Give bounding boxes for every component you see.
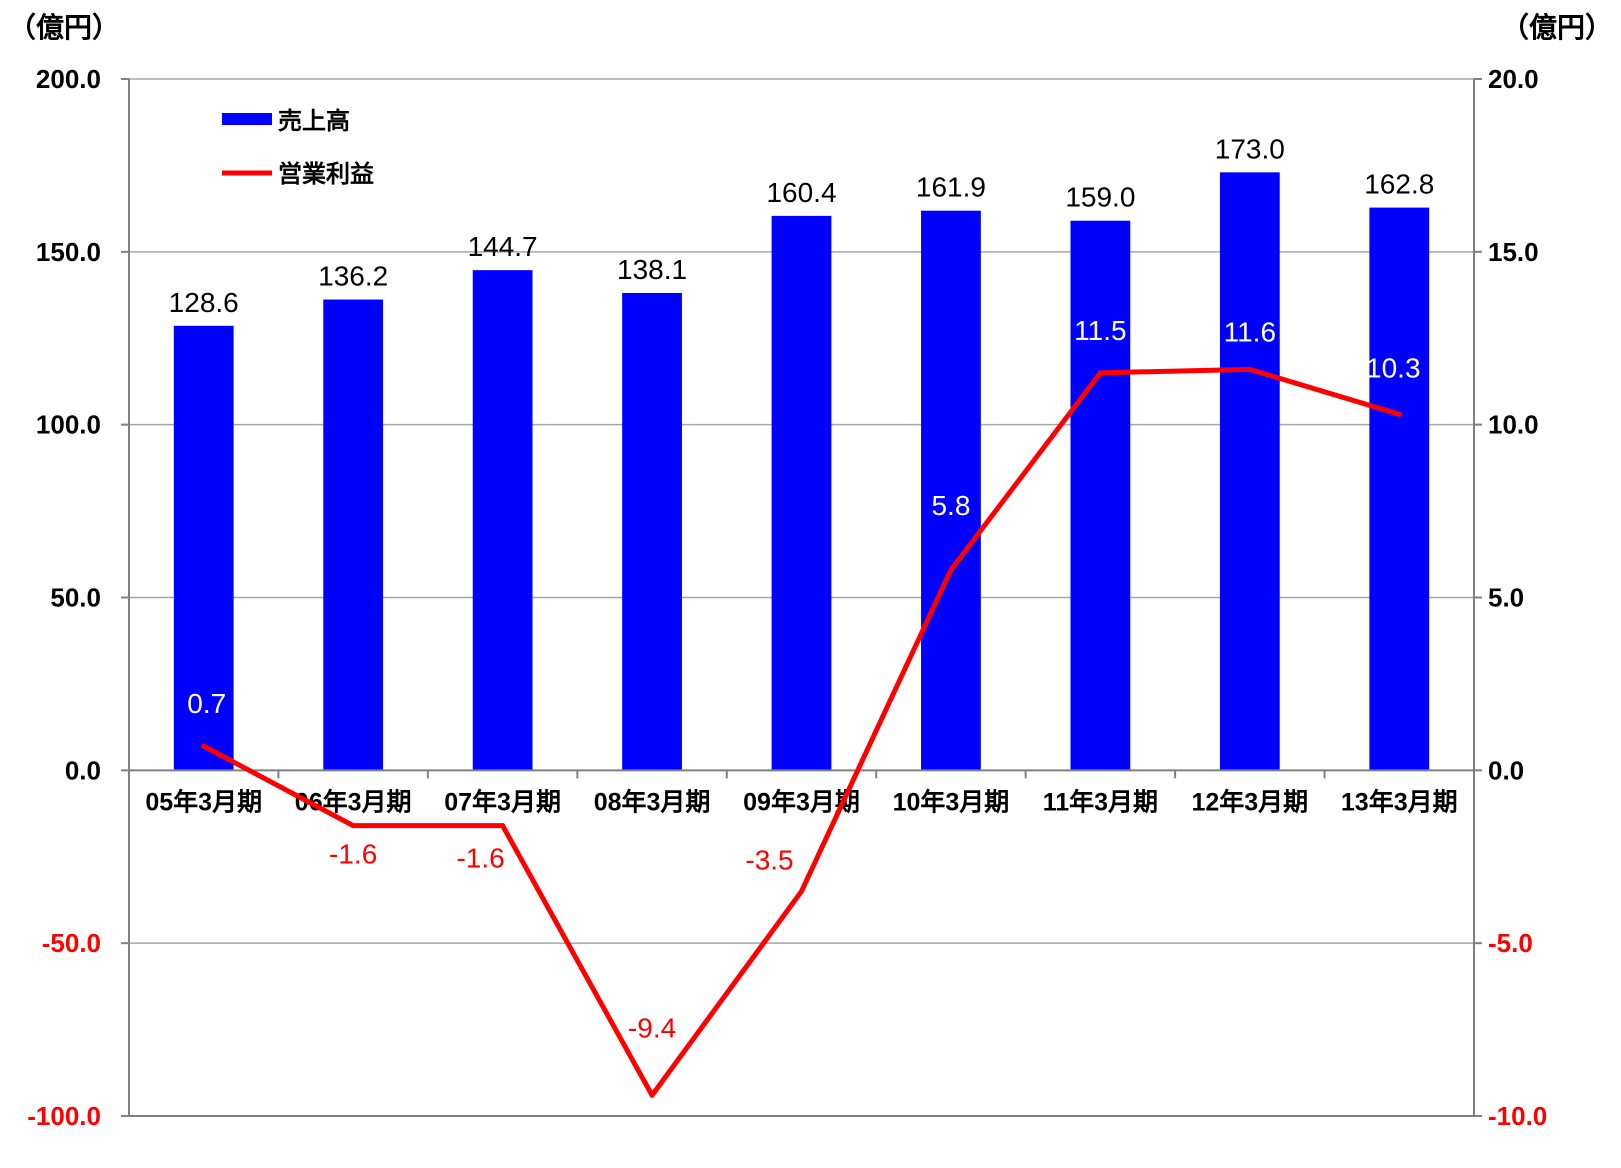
bar-value-label: 159.0	[1065, 182, 1135, 213]
right-tick-label: 0.0	[1488, 755, 1524, 785]
category-label: 05年3月期	[145, 787, 262, 816]
left-axis-unit: （億円）	[8, 11, 121, 44]
line-value-label: 11.6	[1224, 316, 1276, 347]
bar-value-label: 160.4	[766, 177, 836, 208]
line-value-label: 0.7	[187, 688, 226, 719]
bar	[472, 270, 533, 771]
category-label: 10年3月期	[893, 787, 1010, 816]
category-label: 07年3月期	[444, 787, 561, 816]
left-tick-label: 100.0	[36, 410, 101, 440]
legend-label-operating-profit: 営業利益	[278, 160, 374, 188]
line-point	[649, 1092, 655, 1098]
bar	[323, 299, 384, 771]
line-value-label: -3.5	[745, 844, 793, 875]
right-tick-label: -5.0	[1488, 928, 1533, 958]
line-point	[500, 823, 506, 829]
category-label: 13年3月期	[1341, 787, 1458, 816]
right-tick-label: 20.0	[1488, 64, 1539, 94]
category-label: 12年3月期	[1191, 787, 1308, 816]
right-axis-unit: （億円）	[1500, 11, 1613, 44]
left-tick-label: -50.0	[42, 928, 101, 958]
bar	[173, 325, 234, 771]
line-point	[799, 888, 804, 894]
line-point	[350, 823, 356, 829]
line-value-label: -1.6	[456, 843, 504, 874]
line-value-label: 10.3	[1366, 352, 1421, 383]
line-point	[1396, 411, 1402, 417]
bar-value-label: 173.0	[1215, 133, 1285, 164]
line-value-label: -9.4	[628, 1012, 676, 1043]
right-tick-label: 5.0	[1488, 583, 1524, 613]
bar-value-label: 136.2	[318, 261, 388, 292]
bar	[771, 215, 832, 771]
bar	[1369, 207, 1430, 771]
bar	[622, 292, 682, 771]
left-tick-label: 150.0	[36, 237, 101, 267]
right-tick-label: -10.0	[1488, 1101, 1547, 1131]
line-point	[948, 567, 954, 573]
line-value-label: -1.6	[329, 839, 377, 870]
bar	[921, 210, 981, 771]
line-value-label: 5.8	[931, 490, 970, 521]
category-label: 11年3月期	[1043, 787, 1158, 816]
line-value-label: 11.5	[1074, 315, 1126, 346]
left-tick-label: 0.0	[65, 755, 101, 785]
bar-value-label: 128.6	[169, 287, 239, 318]
bar-value-label: 144.7	[468, 231, 538, 262]
category-label: 06年3月期	[295, 787, 412, 816]
bar	[1070, 220, 1131, 771]
right-tick-label: 10.0	[1488, 410, 1539, 440]
line-point	[1097, 370, 1103, 376]
bar	[1219, 172, 1280, 771]
right-tick-label: 15.0	[1488, 237, 1539, 267]
left-tick-label: 50.0	[50, 583, 101, 613]
legend-label-sales: 売上高	[278, 107, 350, 135]
line-point	[1247, 366, 1253, 372]
category-label: 08年3月期	[594, 787, 711, 816]
left-tick-label: -100.0	[27, 1101, 101, 1131]
legend-swatch-sales	[222, 113, 272, 125]
left-tick-label: 200.0	[36, 64, 101, 94]
line-point	[201, 743, 207, 749]
bar-value-label: 161.9	[916, 172, 986, 203]
bar-value-label: 138.1	[617, 254, 687, 285]
bar-value-label: 162.8	[1364, 169, 1434, 200]
